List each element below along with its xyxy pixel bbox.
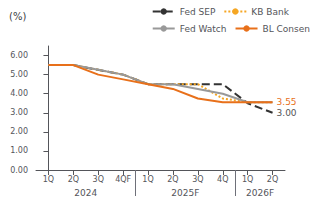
svg-text:4Q: 4Q bbox=[217, 175, 228, 184]
svg-text:3.55: 3.55 bbox=[277, 97, 297, 107]
svg-text:4.00: 4.00 bbox=[10, 89, 28, 98]
svg-text:1.00: 1.00 bbox=[10, 146, 28, 155]
svg-text:0.00: 0.00 bbox=[10, 166, 28, 175]
svg-text:2.00: 2.00 bbox=[10, 127, 28, 136]
svg-text:BL Consen: BL Consen bbox=[263, 24, 310, 34]
svg-text:(%): (%) bbox=[9, 11, 26, 22]
svg-text:2026F: 2026F bbox=[246, 188, 274, 198]
svg-text:3Q: 3Q bbox=[93, 175, 104, 184]
svg-text:3.00: 3.00 bbox=[10, 108, 28, 117]
svg-text:2Q: 2Q bbox=[68, 175, 79, 184]
svg-text:Fed Watch: Fed Watch bbox=[180, 24, 227, 34]
svg-text:2025F: 2025F bbox=[171, 188, 199, 198]
svg-text:3Q: 3Q bbox=[192, 175, 203, 184]
svg-text:2Q: 2Q bbox=[267, 175, 278, 184]
svg-text:1Q: 1Q bbox=[43, 175, 54, 184]
svg-text:3.00: 3.00 bbox=[277, 108, 297, 118]
svg-text:6.00: 6.00 bbox=[10, 51, 28, 60]
svg-text:5.00: 5.00 bbox=[10, 70, 28, 79]
svg-text:4QF: 4QF bbox=[115, 175, 131, 184]
svg-text:2024: 2024 bbox=[74, 188, 97, 198]
svg-text:2Q: 2Q bbox=[167, 175, 178, 184]
svg-text:KB Bank: KB Bank bbox=[251, 7, 289, 17]
svg-text:1Q: 1Q bbox=[142, 175, 153, 184]
svg-text:1Q: 1Q bbox=[242, 175, 253, 184]
svg-text:Fed SEP: Fed SEP bbox=[180, 7, 216, 17]
